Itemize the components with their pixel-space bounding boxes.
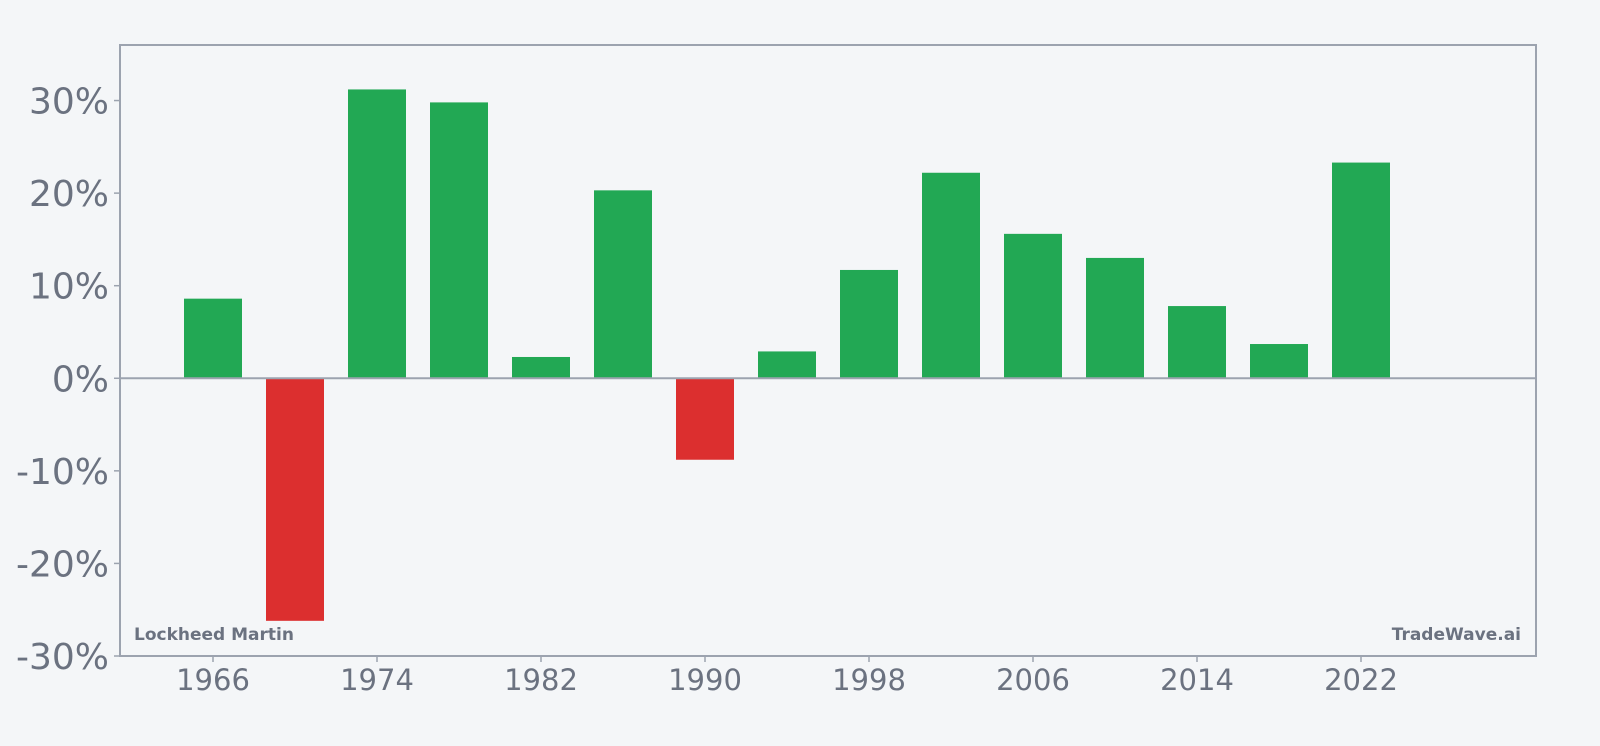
y-tick-label: -10% [16,452,109,493]
y-tick-label: 0% [52,359,109,400]
bar-2006 [1004,233,1062,379]
x-tick-label: 1974 [340,663,414,697]
watermark-right: TradeWave.ai [1392,625,1521,645]
x-axis: 1966 1974 1982 1990 1998 2006 2014 2022 [176,656,1398,697]
y-tick-label: 10% [29,267,109,308]
bar-1982 [512,356,570,379]
x-tick-label: 1982 [504,663,578,697]
y-tick-label: -30% [16,637,109,678]
x-tick-label: 2022 [1324,663,1398,697]
x-tick-label: 1998 [832,663,906,697]
bar-1998 [840,269,898,379]
bar-1974 [348,89,406,379]
x-tick-label: 1966 [176,663,250,697]
bar-2018 [1250,344,1308,379]
bar-2022 [1332,162,1390,379]
y-axis: 30% 20% 10% 0% -10% -20% -30% [16,82,120,678]
watermark-left: Lockheed Martin [134,625,294,645]
bar-2010 [1086,257,1144,379]
bar-2014 [1168,306,1226,379]
bar-1986 [594,190,652,379]
plot-frame [119,44,1537,657]
y-tick-label: -20% [16,544,109,585]
bar-2002 [922,172,980,379]
bar-1966 [184,298,242,379]
bars-group [184,89,1390,621]
bar-1970 [266,378,324,621]
x-tick-label: 2006 [996,663,1070,697]
bar-1990 [676,378,734,460]
x-tick-label: 2014 [1160,663,1234,697]
x-tick-label: 1990 [668,663,742,697]
y-tick-label: 30% [29,82,109,123]
bar-1978 [430,102,488,379]
bar-1994 [758,351,816,379]
y-tick-label: 20% [29,174,109,215]
